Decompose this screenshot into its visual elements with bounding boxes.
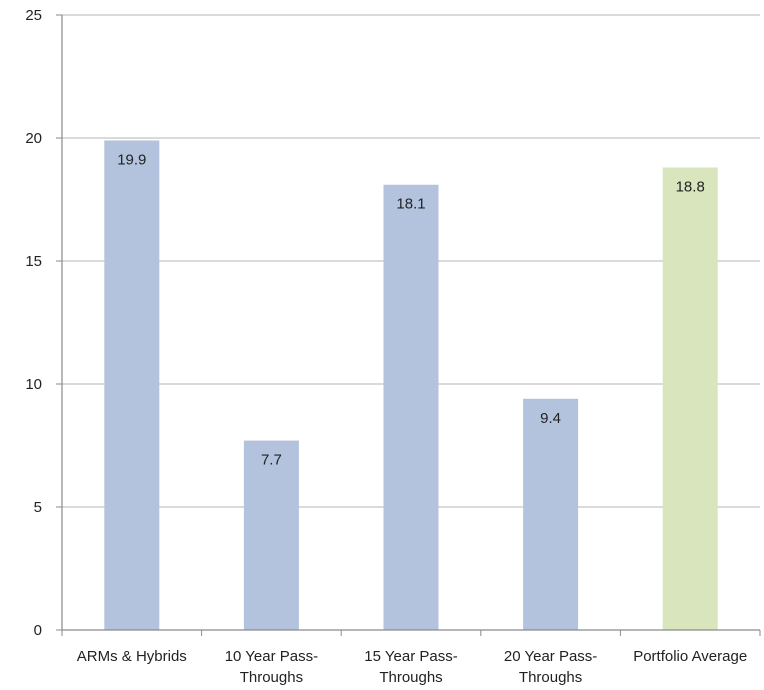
y-tick-label: 25 bbox=[25, 7, 42, 24]
x-category-label: 10 Year Pass- bbox=[225, 648, 318, 665]
bar bbox=[523, 398, 579, 630]
bar bbox=[383, 184, 439, 631]
axes bbox=[56, 14, 761, 636]
data-label: 7.7 bbox=[261, 452, 282, 469]
data-label: 19.9 bbox=[117, 151, 146, 168]
y-tick-label: 10 bbox=[25, 376, 42, 393]
data-label: 18.8 bbox=[676, 179, 705, 196]
x-category-label: Throughs bbox=[240, 669, 303, 686]
bar bbox=[662, 167, 718, 630]
labels: 0 5 10 15 20 25 19.9 ARMs & Hybrids 7.7 10 Year P… bbox=[25, 7, 747, 686]
data-label: 18.1 bbox=[396, 196, 425, 213]
bars bbox=[104, 140, 718, 631]
x-category-label: Throughs bbox=[379, 669, 442, 686]
x-category-label: 15 Year Pass- bbox=[364, 648, 457, 665]
x-category-label: ARMs & Hybrids bbox=[77, 648, 187, 665]
y-tick-label: 5 bbox=[34, 499, 42, 516]
y-tick-label: 20 bbox=[25, 130, 42, 147]
x-category-label: Portfolio Average bbox=[633, 648, 747, 665]
bar bbox=[243, 440, 299, 630]
x-category-label: Throughs bbox=[519, 669, 582, 686]
x-category-label: 20 Year Pass- bbox=[504, 648, 597, 665]
y-tick-label: 0 bbox=[34, 622, 42, 639]
y-tick-label: 15 bbox=[25, 253, 42, 270]
bar bbox=[104, 140, 160, 630]
data-label: 9.4 bbox=[540, 410, 561, 427]
